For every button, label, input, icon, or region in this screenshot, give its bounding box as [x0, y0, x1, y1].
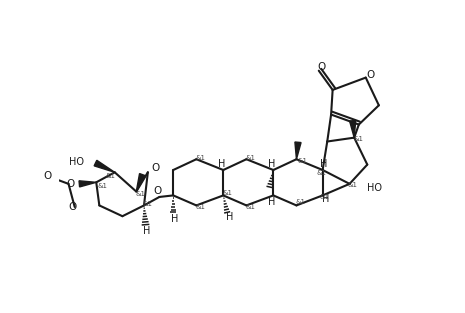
Text: &1: &1 — [316, 170, 326, 176]
Text: H: H — [268, 197, 275, 207]
Text: &1: &1 — [222, 190, 232, 196]
Text: &1: &1 — [135, 191, 145, 197]
Text: &1: &1 — [353, 136, 363, 142]
Text: &1: &1 — [348, 182, 358, 188]
Text: &1: &1 — [245, 155, 255, 161]
Polygon shape — [295, 142, 301, 159]
Text: O: O — [66, 179, 75, 189]
Polygon shape — [79, 181, 96, 187]
Text: &1: &1 — [298, 158, 308, 164]
Text: H: H — [143, 226, 150, 236]
Text: O: O — [153, 186, 161, 196]
Text: H: H — [218, 159, 226, 169]
Text: O: O — [317, 62, 325, 72]
Text: &1: &1 — [195, 204, 205, 210]
Text: &1: &1 — [295, 199, 306, 205]
Text: &1: &1 — [97, 183, 107, 189]
Text: H: H — [171, 213, 179, 223]
Text: H: H — [268, 159, 275, 169]
Text: HO: HO — [69, 156, 84, 167]
Text: &1: &1 — [245, 204, 255, 210]
Polygon shape — [350, 121, 356, 138]
Text: &1: &1 — [319, 194, 329, 200]
Polygon shape — [136, 174, 146, 192]
Text: O: O — [43, 171, 52, 181]
Text: H: H — [320, 159, 328, 169]
Text: H: H — [226, 212, 233, 222]
Text: O: O — [68, 202, 77, 212]
Text: &1: &1 — [106, 173, 116, 179]
Polygon shape — [94, 160, 115, 172]
Text: &1: &1 — [195, 155, 205, 161]
Text: O: O — [366, 70, 374, 80]
Text: HO: HO — [366, 183, 381, 193]
Text: &1: &1 — [143, 201, 153, 207]
Text: H: H — [322, 194, 329, 204]
Text: O: O — [152, 163, 160, 173]
